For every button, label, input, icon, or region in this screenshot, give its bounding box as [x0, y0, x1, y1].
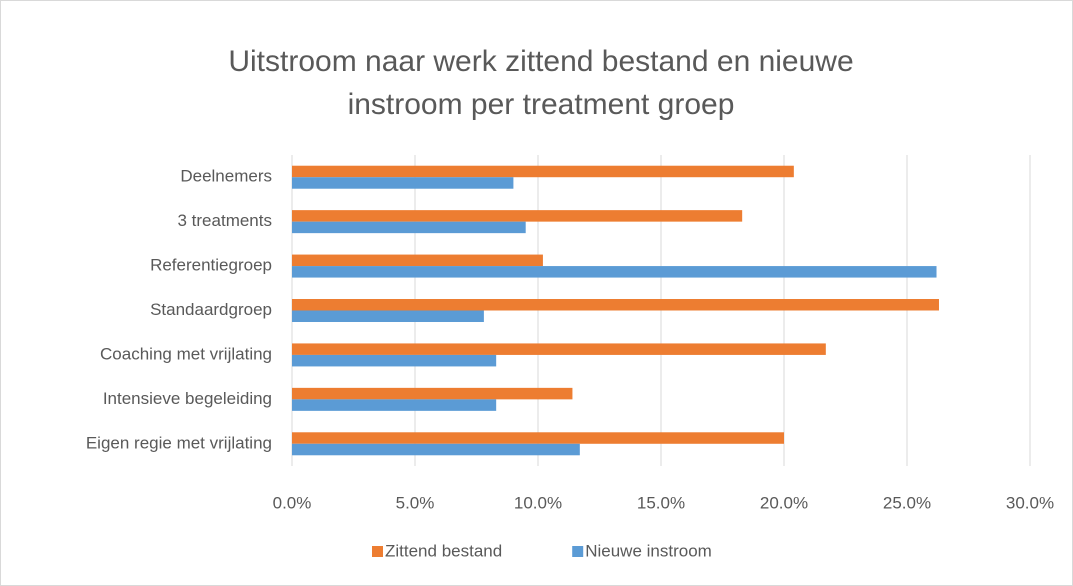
bar [292, 177, 514, 189]
y-tick-label: 3 treatments [178, 211, 273, 230]
x-tick-label: 15.0% [637, 493, 685, 512]
y-tick-label: Referentiegroep [150, 256, 272, 275]
bar [292, 210, 743, 222]
y-tick-label: Deelnemers [180, 167, 272, 186]
x-tick-label: 25.0% [883, 493, 931, 512]
y-tick-label: Standaardgroep [150, 300, 272, 319]
bar [292, 221, 526, 234]
bar [292, 310, 484, 322]
bar [292, 343, 826, 355]
bar [292, 443, 580, 456]
bar [292, 354, 497, 367]
bar [292, 266, 937, 278]
x-tick-label: 30.0% [1006, 493, 1054, 512]
x-tick-label: 10.0% [514, 493, 562, 512]
y-tick-label: Coaching met vrijlating [100, 344, 272, 363]
y-tick-label: Intensieve begeleiding [103, 389, 272, 408]
x-tick-label: 20.0% [760, 493, 808, 512]
bar [292, 299, 939, 311]
bar [292, 254, 543, 267]
bar [292, 387, 573, 400]
x-tick-label: 0.0% [273, 493, 312, 512]
bar [292, 399, 497, 411]
bar [292, 432, 784, 444]
legend-swatch [572, 546, 584, 557]
x-tick-label: 5.0% [396, 493, 435, 512]
chart-title: Uitstroom naar werk zittend bestand en n… [228, 45, 854, 121]
legend-label: Zittend bestand [385, 541, 502, 560]
y-tick-label: Eigen regie met vrijlating [86, 433, 272, 452]
bar [292, 165, 794, 178]
legend-swatch [372, 546, 383, 557]
legend-label: Nieuwe instroom [585, 541, 712, 560]
